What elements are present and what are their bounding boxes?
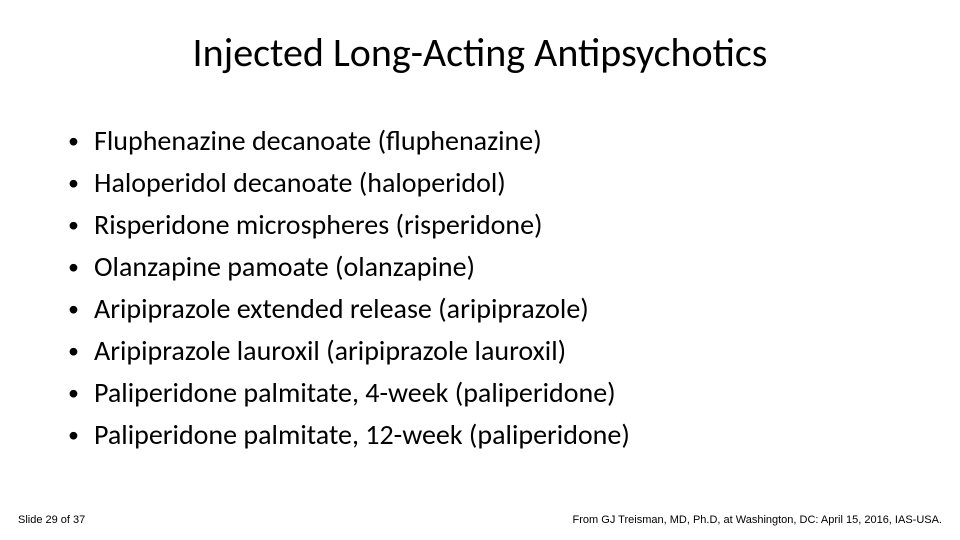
list-item: Fluphenazine decanoate (fluphenazine) xyxy=(60,120,900,162)
slide-footer: Slide 29 of 37 From GJ Treisman, MD, Ph.… xyxy=(18,514,942,526)
list-item: Aripiprazole lauroxil (aripiprazole laur… xyxy=(60,330,900,372)
slide-attribution: From GJ Treisman, MD, Ph.D, at Washingto… xyxy=(573,514,942,526)
slide-number: Slide 29 of 37 xyxy=(18,514,85,526)
bullet-list: Fluphenazine decanoate (fluphenazine) Ha… xyxy=(60,120,900,456)
list-item: Risperidone microspheres (risperidone) xyxy=(60,204,900,246)
list-item: Haloperidol decanoate (haloperidol) xyxy=(60,162,900,204)
list-item: Paliperidone palmitate, 12-week (paliper… xyxy=(60,414,900,456)
slide-title: Injected Long-Acting Antipsychotics xyxy=(0,28,960,77)
list-item: Olanzapine pamoate (olanzapine) xyxy=(60,246,900,288)
slide: Injected Long-Acting Antipsychotics Flup… xyxy=(0,0,960,540)
list-item: Paliperidone palmitate, 4-week (paliperi… xyxy=(60,372,900,414)
list-item: Aripiprazole extended release (aripipraz… xyxy=(60,288,900,330)
